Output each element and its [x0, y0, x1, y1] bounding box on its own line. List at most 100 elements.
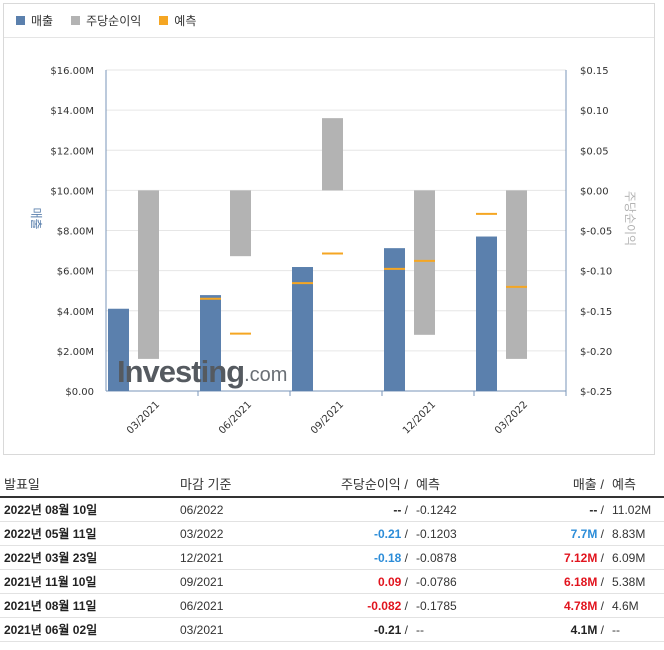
y-right-tick-label: $-0.10 — [580, 267, 612, 278]
cell-eps-separator: / — [401, 550, 408, 565]
cell-revenue: 7.12M / — [515, 545, 608, 570]
y-right-tick-label: $0.05 — [580, 146, 609, 157]
cell-revenue: 7.7M / — [515, 521, 608, 546]
legend-item-eps[interactable]: 주당순이익 — [71, 12, 141, 29]
watermark-suffix: .com — [244, 364, 288, 386]
x-tick-label: 09/2021 — [309, 399, 346, 436]
y-left-tick-label: $6.00M — [57, 267, 94, 278]
investing-watermark-logo: Investing .com — [117, 354, 287, 388]
cell-revenue-forecast: 4.6M — [608, 593, 664, 618]
col-header-revenue-forecast[interactable]: 예측 — [608, 470, 664, 498]
y-left-tick-label: $2.00M — [57, 347, 94, 358]
y-right-tick-label: $-0.05 — [580, 227, 612, 238]
table-row: 2021년 06월 02일 03/2021 -0.21 /-- 4.1M / -- — [0, 617, 664, 642]
y-right-tick-label: $-0.15 — [580, 307, 612, 318]
cell-revenue: 4.78M / — [515, 593, 608, 618]
col-header-eps[interactable]: 주당순이익 / — [294, 470, 412, 498]
cell-date: 2022년 05월 11일 — [0, 521, 176, 546]
cell-eps-forecast: -0.1203 — [412, 521, 515, 546]
cell-revenue-separator: / — [597, 526, 604, 541]
cell-eps-forecast: -0.1242 — [412, 497, 515, 522]
cell-eps-value: 0.09 — [377, 574, 402, 589]
cell-revenue-separator: / — [597, 574, 604, 589]
cell-revenue-value: 4.1M — [570, 622, 598, 637]
y-left-tick-label: $4.00M — [57, 307, 94, 318]
y-right-axis-title: 주당순이익 — [623, 191, 637, 246]
cell-eps: 0.09 / — [294, 569, 412, 594]
col-header-period[interactable]: 마감 기준 — [176, 470, 294, 498]
cell-eps-separator: / — [401, 502, 408, 517]
x-tick-label: 06/2021 — [217, 399, 254, 436]
cell-revenue-value: 4.78M — [563, 598, 598, 613]
earnings-table-body: 2022년 08월 10일 06/2022 -- / -0.1242 -- /11.02… — [0, 497, 664, 642]
cell-revenue-separator: / — [597, 622, 604, 637]
eps-swatch-icon — [71, 16, 81, 25]
cell-eps-forecast: -0.0878 — [412, 545, 515, 570]
watermark-main: Investing — [117, 354, 245, 389]
cell-eps-separator: / — [401, 622, 408, 637]
revenue-bar — [384, 248, 405, 391]
eps-bar — [414, 190, 435, 335]
cell-period: 03/2022 — [176, 521, 294, 546]
legend-item-forecast[interactable]: 예측 — [159, 12, 196, 29]
table-header-row: 발표일 마감 기준 주당순이익 / 예측 매출 / 예측 — [0, 470, 664, 498]
cell-period: 09/2021 — [176, 569, 294, 594]
cell-revenue: -- / — [515, 497, 608, 522]
cell-date: 2021년 06월 02일 — [0, 617, 176, 642]
col-header-eps-forecast[interactable]: 예측 — [412, 470, 515, 498]
cell-revenue-forecast: 6.09M — [608, 545, 664, 570]
chart-plot: $0.00 $2.00M $4.00M $6.00M $8.00M $10.00M $12.… — [29, 66, 637, 436]
cell-eps-separator: / — [401, 526, 408, 541]
table-row: 2022년 08월 10일 06/2022 -- / -0.1242 -- /11.02… — [0, 497, 664, 522]
cell-eps-separator: / — [401, 574, 408, 589]
cell-revenue-value: 7.7M — [570, 526, 598, 541]
cell-eps: -0.082 / — [294, 593, 412, 618]
cell-period: 03/2021 — [176, 617, 294, 642]
col-header-date[interactable]: 발표일 — [0, 470, 176, 498]
legend-label-eps: 주당순이익 — [86, 14, 142, 28]
cell-revenue-separator: / — [597, 502, 604, 517]
chart-legend: 매출 주당순이익 예측 — [16, 12, 196, 29]
cell-period: 06/2022 — [176, 497, 294, 522]
col-header-revenue-label: 매출 — [572, 476, 597, 492]
cell-eps-forecast: -0.1785 — [412, 593, 515, 618]
cell-revenue-forecast: -- — [608, 617, 664, 642]
forecast-swatch-icon — [159, 16, 169, 25]
cell-eps: -- / — [294, 497, 412, 522]
cell-revenue-separator: / — [597, 550, 604, 565]
table-row: 2022년 05월 11일 03/2022 -0.21 /-0.1203 7.7M /… — [0, 521, 664, 546]
cell-revenue-forecast: 8.83M — [608, 521, 664, 546]
revenue-bar — [200, 295, 221, 391]
y-right-tick-label: $0.15 — [580, 66, 609, 77]
legend-item-revenue[interactable]: 매출 — [16, 12, 53, 29]
revenue-bar — [108, 308, 129, 391]
table-row: 2021년 08월 11일 06/2021 -0.082 /-0.1785 4.78M… — [0, 593, 664, 618]
table-row: 2021년 11월 10일 09/2021 0.09 /-0.0786 6.18M /… — [0, 569, 664, 594]
cell-revenue-value: 7.12M — [563, 550, 598, 565]
col-header-revenue-sep: / — [600, 476, 604, 492]
revenue-swatch-icon — [16, 16, 25, 25]
cell-date: 2021년 08월 11일 — [0, 593, 176, 618]
cell-revenue-value: -- — [589, 502, 598, 517]
legend-label-revenue: 매출 — [31, 14, 54, 28]
y-left-tick-label: $10.00M — [50, 186, 94, 197]
cell-eps: -0.18 / — [294, 545, 412, 570]
eps-bar — [506, 190, 527, 359]
cell-eps-forecast: -0.0786 — [412, 569, 515, 594]
cell-revenue: 4.1M / — [515, 617, 608, 642]
x-tick-label: 03/2022 — [493, 399, 530, 436]
cell-date: 2022년 03월 23일 — [0, 545, 176, 570]
cell-eps-separator: / — [401, 598, 408, 613]
cell-revenue-forecast: 11.02M — [608, 497, 664, 522]
cell-date: 2021년 11월 10일 — [0, 569, 176, 594]
cell-period: 06/2021 — [176, 593, 294, 618]
cell-eps-value: -0.18 — [373, 550, 402, 565]
y-left-tick-label: $16.00M — [50, 66, 94, 77]
cell-revenue-separator: / — [597, 598, 604, 613]
cell-eps: -0.21 / — [294, 617, 412, 642]
col-header-revenue[interactable]: 매출 / — [515, 470, 608, 498]
legend-divider — [4, 37, 654, 38]
col-header-eps-sep: / — [404, 476, 408, 492]
cell-eps-value: -0.21 — [373, 622, 402, 637]
y-left-tick-label: $8.00M — [57, 227, 94, 238]
